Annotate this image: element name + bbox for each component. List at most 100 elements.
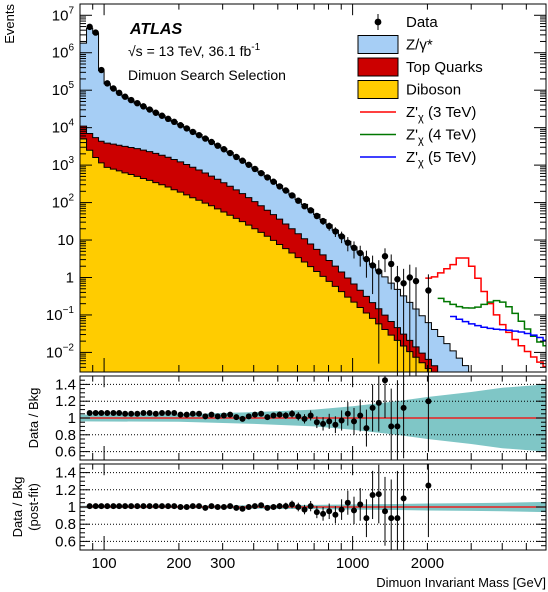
ratio-panel: 0.60.811.21.4 Data / Bkg [26,375,547,461]
ratio-point [245,413,252,420]
data-point [115,89,123,97]
legend-label: Z'χ (4 TeV) [406,127,476,147]
ratio-point [344,410,351,417]
ratio-point [307,412,314,419]
ratio-y-tick-label: 0.6 [55,444,76,461]
plot-annotations: ATLAS √s = 13 TeV, 36.1 fb-1 Dimuon Sear… [128,21,286,83]
ratio-point [208,503,215,510]
ratio-point [202,504,209,511]
x-tick-label: 200 [166,555,191,572]
data-point [369,262,376,269]
data-point [239,157,246,164]
ratio-point [227,411,234,418]
legend-label: Data [406,14,438,31]
data-point [264,174,271,181]
ratio-point [86,503,93,510]
ratio-point [177,411,184,418]
ratio-point [351,418,358,425]
ratio-point [171,409,178,416]
ratio-point [220,412,227,419]
ratio-point [245,504,252,510]
ratio-point [134,503,141,510]
ratio-point [276,411,283,418]
ratio-y-tick-label: 0.8 [55,427,76,444]
ratio-point [122,410,129,417]
ratio-point [158,503,165,510]
ratio-point [326,508,333,515]
ratio-point [189,503,196,510]
ratio-point [140,409,147,416]
data-point [171,118,178,126]
ratio-point [239,415,246,422]
data-point [183,125,190,132]
ratio-point [196,503,203,510]
y-tick-label: 10−1 [46,305,75,324]
ratio-point [301,415,308,422]
data-point [202,135,209,142]
ratio-point [233,504,240,511]
signal-line-4tev [437,297,546,347]
legend-item: Z/γ* [357,35,433,54]
data-point [121,93,129,100]
ratio-point [165,409,172,416]
signal-line-5tev [450,315,546,342]
ratio-point [128,503,135,510]
ratio-point [332,511,339,518]
x-tick-label: 100 [92,555,117,572]
data-point [357,249,364,257]
data-point [177,122,184,129]
data-point [226,149,234,157]
ratio-point [158,409,165,416]
data-point [189,128,197,136]
ratio-point [351,507,358,514]
ratio-point [264,504,271,511]
ratio-point [295,504,302,510]
data-points [86,23,432,376]
data-point [338,233,345,240]
data-point [313,212,321,220]
ratio-point [295,413,302,420]
ratio-y-tick-label: 0.8 [55,516,76,533]
data-point [332,228,339,235]
legend-label: Z'χ (3 TeV) [406,104,476,124]
legend-label: Z/γ* [406,37,433,54]
ratio-point [92,503,99,510]
ratio-point [116,409,123,416]
ratio-point [196,410,203,417]
ratio-data-points [86,376,432,460]
y-tick-label: 106 [52,43,75,62]
data-point [214,142,221,149]
experiment-label: ATLAS [129,21,182,38]
data-point [412,277,420,285]
ratio-point [313,509,320,516]
data-point [134,99,141,107]
ratio-point [320,420,327,427]
ratio-point [220,504,227,510]
data-point [233,153,240,161]
legend-swatch [357,35,399,54]
ratio-point [425,482,432,489]
legend: Data Z/γ* Top Quarks Diboson Z'χ (3 TeV) Z'χ … [357,14,483,169]
data-point [307,207,314,214]
data-point [86,23,93,31]
ratio-point [183,411,190,418]
ratio-y-tick-label: 1.2 [55,393,76,410]
signal-line-3tev [425,257,546,368]
ratio-point [400,404,407,411]
y-tick-label: 10 [57,232,74,249]
data-point [276,183,283,190]
y-tick-label: 104 [52,118,75,137]
data-point [301,203,308,210]
data-point [251,165,259,173]
data-point [394,276,401,283]
data-point [270,178,277,185]
ratio-point [382,508,389,515]
ratio-point [307,503,314,510]
ratio-point [264,414,271,421]
ratio-point [258,502,265,509]
ratio-point [214,504,221,510]
ratio-point [239,505,246,512]
ratio-point [357,501,364,508]
y-tick-label: 105 [52,80,75,99]
